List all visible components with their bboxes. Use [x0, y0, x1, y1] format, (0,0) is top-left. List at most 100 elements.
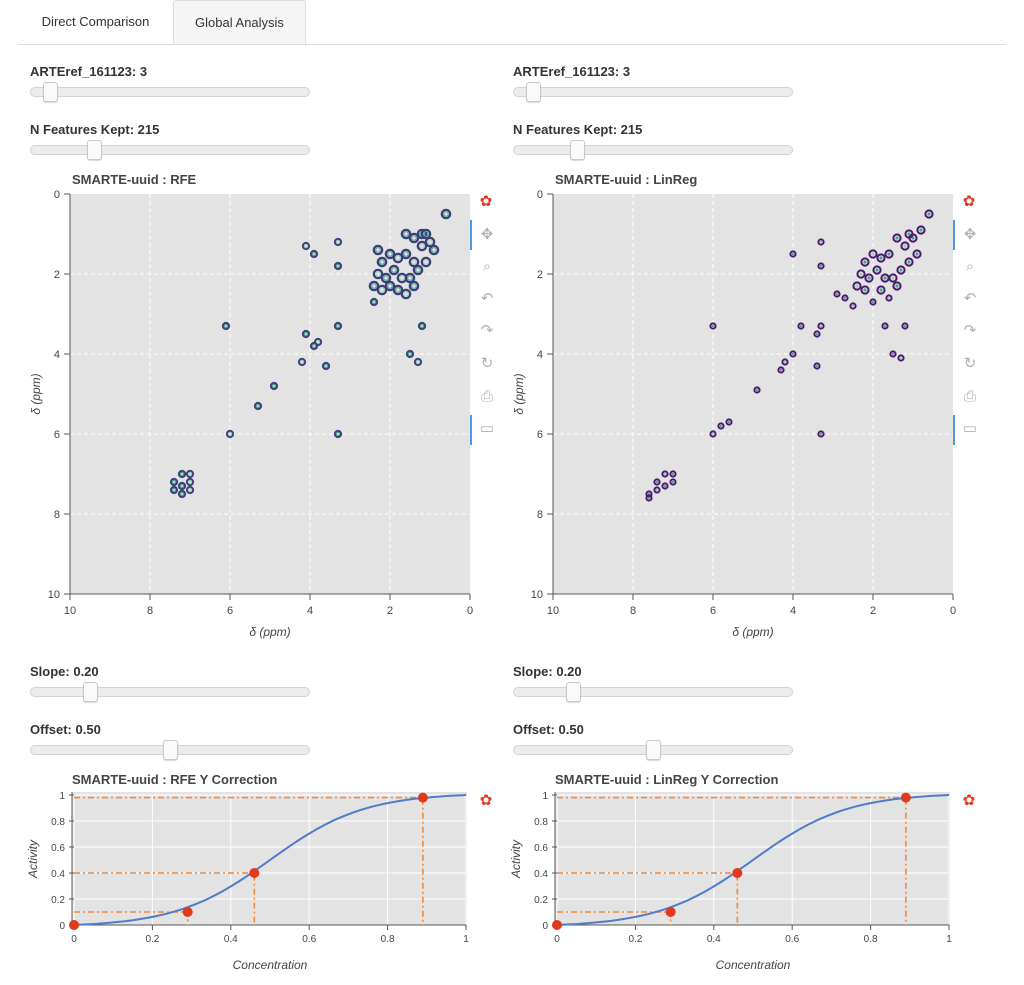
bokeh-logo-icon[interactable]: ✿ [479, 193, 493, 210]
contour-peak-inner [179, 483, 185, 489]
slope-slider-handle[interactable] [566, 682, 581, 702]
contour-peak-inner [783, 360, 787, 364]
contour-peak-inner [895, 284, 899, 288]
contour-peak [333, 237, 343, 247]
curve-plot-linreg[interactable]: 0 0.2 0.4 0.6 0.8 1 0 0.2 0.4 0.6 0.8 1 Concentrati… [483, 785, 983, 985]
offset-slider-handle[interactable] [162, 740, 178, 760]
contour-peak-inner [819, 324, 823, 328]
control-point [182, 907, 193, 917]
contour-peak [860, 257, 870, 267]
contour-peak [408, 232, 420, 244]
tab-global-analysis[interactable]: Global Analysis [173, 0, 306, 44]
redo-icon[interactable]: ↷ [480, 322, 494, 339]
bokeh-logo-icon[interactable]: ✿ [962, 193, 976, 210]
contour-peak-inner [887, 252, 891, 256]
contour-peak [369, 297, 379, 307]
contour-peak [892, 233, 902, 243]
contour-peak [900, 241, 910, 251]
contour-peak [396, 272, 408, 284]
contour-peak-inner [419, 323, 425, 329]
pan-icon[interactable]: ✥ [480, 226, 494, 243]
plot-background [555, 792, 950, 925]
nmr-plot-rfe[interactable]: 10 8 6 4 2 0 0 2 4 6 8 10 δ (ppm) δ (ppm) [0, 180, 500, 640]
y-tick-label: 0 [542, 921, 548, 932]
contour-peak [420, 228, 432, 240]
x-axis-label: Concentration [716, 958, 791, 972]
contour-peak [405, 349, 415, 359]
contour-peak-inner [711, 324, 715, 328]
contour-peak [817, 322, 825, 330]
contour-peak-inner [671, 480, 675, 484]
contour-peak-inner [187, 487, 193, 493]
offset-slider[interactable] [513, 740, 793, 760]
slope-slider[interactable] [30, 682, 310, 702]
contour-peak [864, 273, 874, 283]
contour-peak [781, 358, 789, 366]
nmr-plot-linreg[interactable]: 10 8 6 4 2 0 0 2 4 6 8 10 δ (ppm) δ (ppm) [483, 180, 983, 640]
bokeh-logo-icon[interactable]: ✿ [479, 792, 493, 809]
contour-peak [753, 386, 761, 394]
features-slider-handle[interactable] [86, 140, 102, 160]
hover-icon[interactable]: ▭ [479, 420, 495, 437]
x-tick-label: 8 [147, 605, 153, 617]
artref-slider-handle[interactable] [526, 82, 542, 102]
contour-peak-inner [655, 488, 659, 492]
contour-peak-inner [311, 251, 317, 257]
features-slider-handle[interactable] [569, 140, 585, 160]
reset-icon[interactable]: ↻ [963, 355, 977, 372]
artref-slider[interactable] [513, 82, 793, 102]
contour-peak [177, 489, 187, 499]
x-tick-label: 1 [463, 934, 469, 945]
contour-peak [876, 285, 886, 295]
slope-slider-handle[interactable] [83, 682, 98, 702]
contour-peak-inner [791, 252, 795, 256]
contour-peak-inner [819, 264, 823, 268]
curve-plot-rfe[interactable]: 0 0.2 0.4 0.6 0.8 1 0 0.2 0.4 0.6 0.8 1 Concentrati… [0, 785, 500, 985]
contour-peak-inner [391, 267, 397, 273]
hover-icon[interactable]: ▭ [962, 420, 978, 437]
contour-peak-inner [779, 368, 783, 372]
contour-peak [408, 256, 420, 268]
control-point [900, 792, 911, 803]
contour-peak [817, 238, 825, 246]
x-tick-label: 0.8 [864, 934, 878, 945]
contour-peak-inner [419, 243, 425, 249]
contour-peak-inner [871, 252, 875, 256]
y-tick-label: 0.2 [534, 895, 548, 906]
contour-peak-inner [187, 479, 193, 485]
redo-icon[interactable]: ↷ [963, 322, 977, 339]
contour-peak-inner [335, 431, 341, 437]
pan-icon[interactable]: ✥ [963, 226, 977, 243]
undo-icon[interactable]: ↶ [480, 290, 494, 307]
features-slider[interactable] [30, 140, 310, 160]
contour-peak-inner [431, 247, 437, 253]
artref-slider-handle[interactable] [43, 82, 59, 102]
reset-icon[interactable]: ↻ [480, 355, 494, 372]
contour-peak [813, 362, 821, 370]
tab-direct-comparison[interactable]: Direct Comparison [41, 14, 150, 29]
save-icon[interactable]: ⎙ [963, 388, 976, 405]
contour-peak-inner [403, 231, 409, 237]
features-slider[interactable] [513, 140, 793, 160]
contour-peak-inner [907, 260, 911, 264]
x-tick-label: 0.6 [302, 934, 316, 945]
contour-peak [868, 249, 878, 259]
undo-icon[interactable]: ↶ [963, 290, 977, 307]
contour-peak-inner [719, 424, 723, 428]
contour-peak [417, 321, 427, 331]
box-zoom-icon[interactable]: ⌕ [482, 258, 492, 275]
contour-peak-inner [411, 259, 417, 265]
contour-peak [400, 228, 412, 240]
contour-peak-inner [187, 471, 193, 477]
y-tick-label: 0.4 [534, 869, 548, 880]
offset-slider-handle[interactable] [645, 740, 661, 760]
bokeh-logo-icon[interactable]: ✿ [962, 792, 976, 809]
slope-slider[interactable] [513, 682, 793, 702]
y-tick-label: 6 [537, 429, 543, 441]
box-zoom-icon[interactable]: ⌕ [965, 258, 975, 275]
artref-slider[interactable] [30, 82, 310, 102]
save-icon[interactable]: ⎙ [480, 388, 493, 405]
contour-peak [177, 481, 187, 491]
contour-peak [896, 265, 906, 275]
offset-slider[interactable] [30, 740, 310, 760]
